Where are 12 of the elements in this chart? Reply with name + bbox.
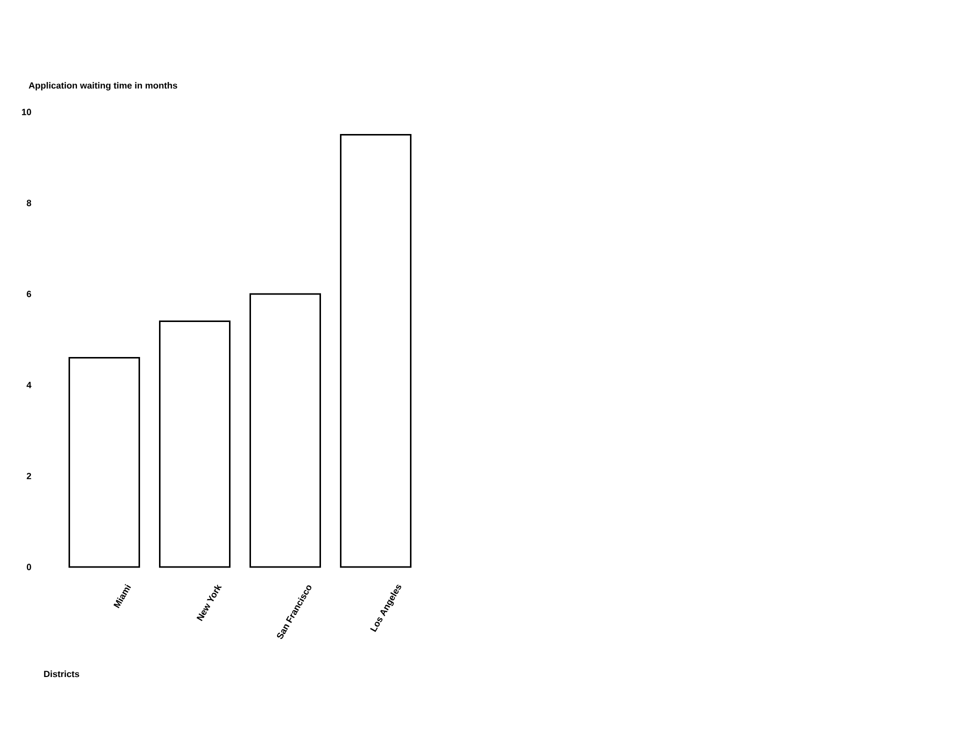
bar <box>159 320 231 568</box>
y-tick-label: 2 <box>26 472 32 480</box>
bar <box>340 134 412 568</box>
bar <box>68 356 140 568</box>
bar <box>249 293 321 568</box>
x-axis-title: Districts <box>44 670 80 678</box>
y-tick-label: 4 <box>26 382 32 388</box>
y-tick-label: 0 <box>26 564 32 570</box>
y-tick-label: 10 <box>22 108 32 116</box>
y-tick-label: 6 <box>26 290 32 298</box>
y-axis-title: Application waiting time in months <box>28 82 178 90</box>
y-tick-label: 8 <box>26 200 32 206</box>
